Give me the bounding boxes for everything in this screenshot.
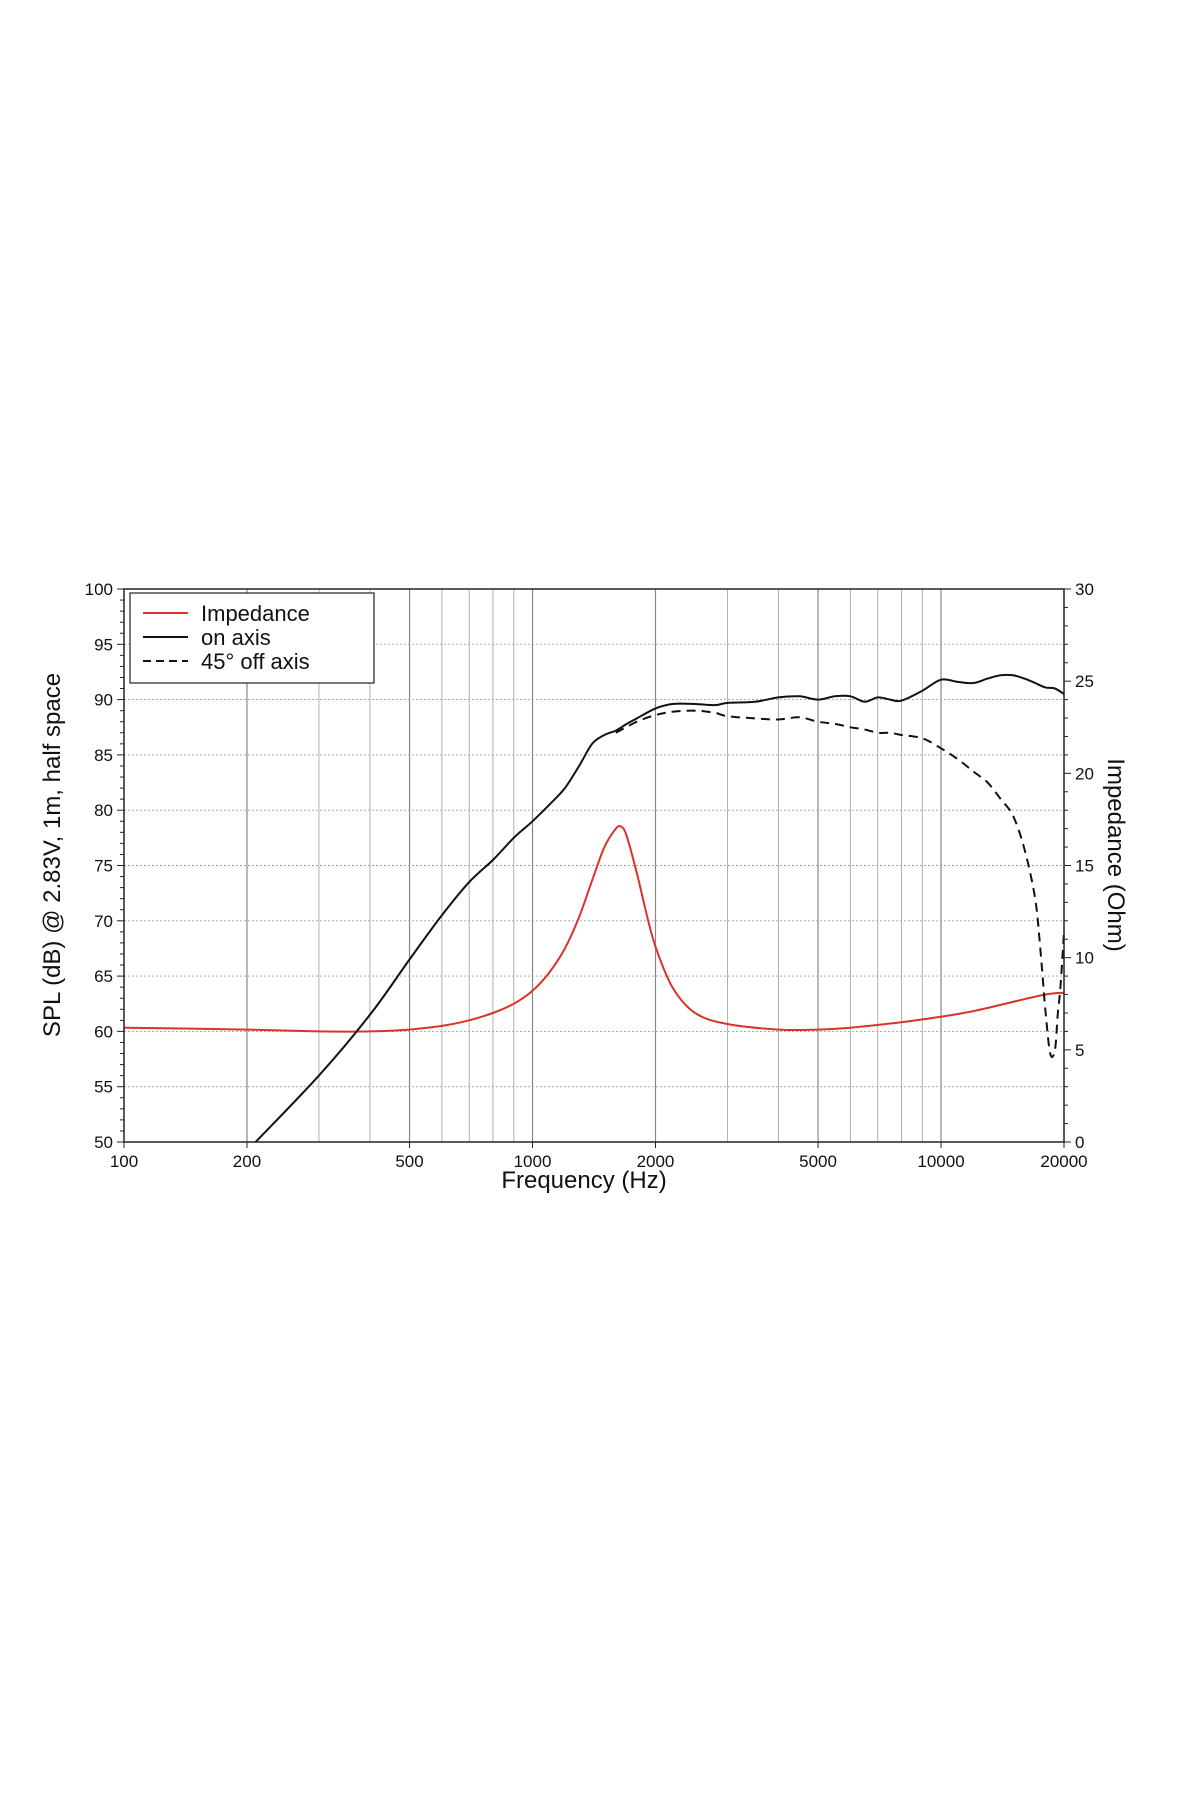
left-tick-label: 65 (94, 967, 113, 986)
left-tick-label: 55 (94, 1078, 113, 1097)
left-tick-label: 85 (94, 746, 113, 765)
right-tick-label: 5 (1075, 1041, 1084, 1060)
left-tick-label: 70 (94, 912, 113, 931)
legend-label-off-axis: 45° off axis (201, 649, 310, 674)
legend: Impedance on axis 45° off axis (129, 592, 375, 684)
off-axis-45-curve (615, 709, 1065, 1059)
left-tick-label: 100 (85, 580, 113, 599)
x-tick-label: 5000 (799, 1152, 837, 1171)
left-axis: 50 55 60 65 70 75 80 85 90 95 100 (85, 580, 124, 1152)
right-tick-label: 0 (1075, 1133, 1084, 1152)
left-tick-label: 95 (94, 635, 113, 654)
grid (124, 589, 1064, 1142)
right-axis: 0 5 10 15 20 25 30 (1064, 580, 1094, 1152)
on-axis-curve (254, 673, 1065, 1143)
left-tick-label: 50 (94, 1133, 113, 1152)
x-tick-label: 100 (110, 1152, 138, 1171)
left-axis-label: SPL (dB) @ 2.83V, 1m, half space (39, 673, 66, 1037)
curves (123, 673, 1065, 1143)
right-tick-label: 10 (1075, 949, 1094, 968)
left-tick-label: 75 (94, 857, 113, 876)
x-tick-label: 500 (395, 1152, 423, 1171)
x-tick-label: 10000 (917, 1152, 964, 1171)
x-tick-label: 200 (233, 1152, 261, 1171)
left-tick-label: 60 (94, 1022, 113, 1041)
x-tick-label: 1000 (514, 1152, 552, 1171)
x-axis: 100 200 500 1000 2000 5000 10000 20000 (110, 1142, 1088, 1171)
right-tick-label: 25 (1075, 672, 1094, 691)
right-tick-label: 30 (1075, 580, 1094, 599)
left-tick-label: 90 (94, 691, 113, 710)
right-axis-label: Impedance (Ohm) (1102, 758, 1129, 951)
legend-label-impedance: Impedance (201, 601, 310, 626)
right-tick-label: 15 (1075, 857, 1094, 876)
x-axis-label: Frequency (Hz) (501, 1167, 666, 1194)
x-tick-label: 2000 (637, 1152, 675, 1171)
right-tick-label: 20 (1075, 764, 1094, 783)
legend-label-on-axis: on axis (201, 625, 271, 650)
left-tick-label: 80 (94, 801, 113, 820)
x-tick-label: 20000 (1040, 1152, 1087, 1171)
impedance-curve (123, 824, 1065, 1033)
